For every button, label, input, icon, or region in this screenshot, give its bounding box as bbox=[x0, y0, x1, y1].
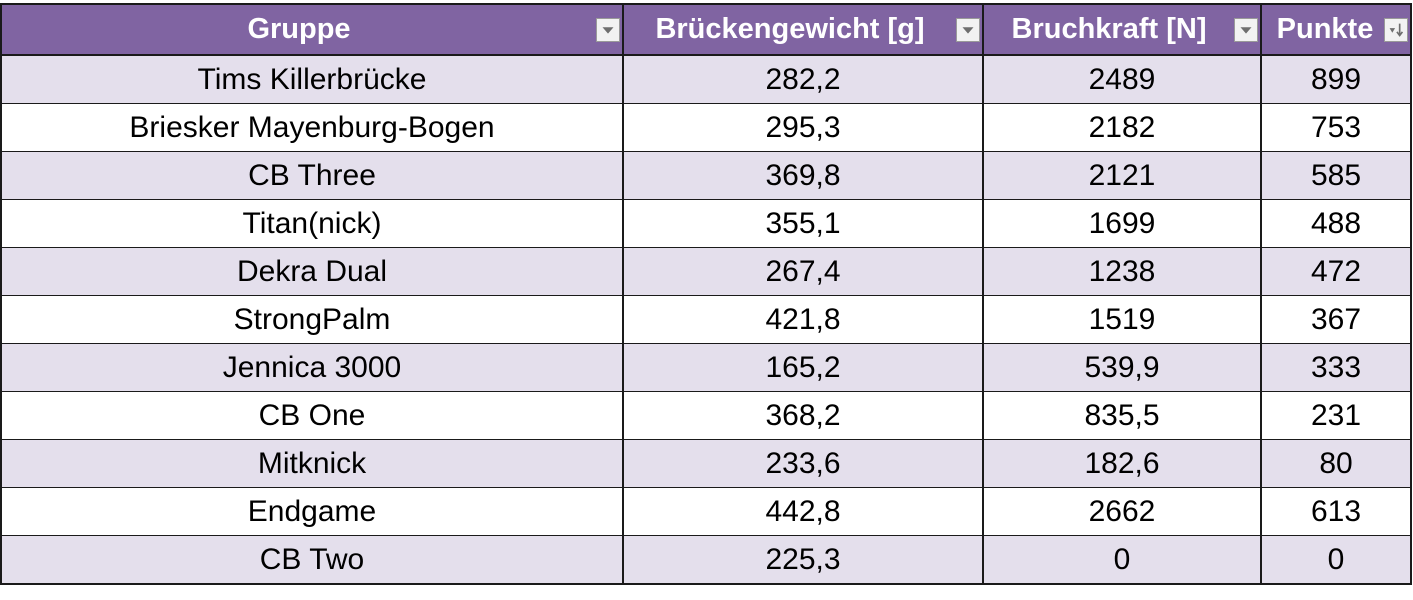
table-row: Titan(nick) 355,1 1699 488 bbox=[0, 199, 1412, 248]
cell-gewicht[interactable]: 165,2 bbox=[622, 343, 984, 392]
cell-punkte[interactable]: 899 bbox=[1260, 55, 1412, 104]
cell-gruppe[interactable]: StrongPalm bbox=[0, 295, 624, 344]
cell-kraft[interactable]: 1519 bbox=[982, 295, 1262, 344]
cell-gewicht[interactable]: 369,8 bbox=[622, 151, 984, 200]
dropdown-arrow-icon[interactable] bbox=[596, 18, 620, 42]
cell-gewicht[interactable]: 368,2 bbox=[622, 391, 984, 440]
cell-gruppe[interactable]: Mitknick bbox=[0, 439, 624, 488]
header-brueckengewicht[interactable]: Brückengewicht [g] bbox=[622, 3, 984, 56]
cell-punkte[interactable]: 753 bbox=[1260, 103, 1412, 152]
cell-punkte[interactable]: 585 bbox=[1260, 151, 1412, 200]
cell-kraft[interactable]: 1699 bbox=[982, 199, 1262, 248]
header-brueckengewicht-label: Brückengewicht [g] bbox=[655, 13, 925, 45]
cell-kraft[interactable]: 2662 bbox=[982, 487, 1262, 536]
cell-punkte[interactable]: 333 bbox=[1260, 343, 1412, 392]
table-row: CB Two 225,3 0 0 bbox=[0, 535, 1412, 585]
sort-descending-icon[interactable] bbox=[1384, 18, 1408, 42]
cell-kraft[interactable]: 182,6 bbox=[982, 439, 1262, 488]
dropdown-arrow-icon[interactable] bbox=[1234, 18, 1258, 42]
table-row: Tims Killerbrücke 282,2 2489 899 bbox=[0, 55, 1412, 104]
header-punkte-label: Punkte bbox=[1276, 13, 1374, 45]
header-bruchkraft-label: Bruchkraft [N] bbox=[1011, 13, 1207, 45]
cell-punkte[interactable]: 613 bbox=[1260, 487, 1412, 536]
results-table: Gruppe Brückengewicht [g] Bruchkraft [N] bbox=[0, 3, 1412, 585]
cell-gruppe[interactable]: CB One bbox=[0, 391, 624, 440]
cell-punkte[interactable]: 231 bbox=[1260, 391, 1412, 440]
table-row: CB Three 369,8 2121 585 bbox=[0, 151, 1412, 200]
cell-gewicht[interactable]: 295,3 bbox=[622, 103, 984, 152]
cell-gruppe[interactable]: Dekra Dual bbox=[0, 247, 624, 296]
cell-gewicht[interactable]: 421,8 bbox=[622, 295, 984, 344]
header-punkte[interactable]: Punkte bbox=[1260, 3, 1412, 56]
cell-gewicht[interactable]: 225,3 bbox=[622, 535, 984, 585]
cell-gruppe[interactable]: Endgame bbox=[0, 487, 624, 536]
header-row: Gruppe Brückengewicht [g] Bruchkraft [N] bbox=[0, 3, 1412, 56]
spreadsheet-table-region: Gruppe Brückengewicht [g] Bruchkraft [N] bbox=[0, 3, 1412, 597]
cell-punkte[interactable]: 472 bbox=[1260, 247, 1412, 296]
header-bruchkraft[interactable]: Bruchkraft [N] bbox=[982, 3, 1262, 56]
cell-gewicht[interactable]: 267,4 bbox=[622, 247, 984, 296]
cell-gewicht[interactable]: 355,1 bbox=[622, 199, 984, 248]
table-row: CB One 368,2 835,5 231 bbox=[0, 391, 1412, 440]
table-row: Dekra Dual 267,4 1238 472 bbox=[0, 247, 1412, 296]
cell-kraft[interactable]: 2121 bbox=[982, 151, 1262, 200]
table-row: Mitknick 233,6 182,6 80 bbox=[0, 439, 1412, 488]
cell-gruppe[interactable]: CB Two bbox=[0, 535, 624, 585]
cell-punkte[interactable]: 367 bbox=[1260, 295, 1412, 344]
table-body: Tims Killerbrücke 282,2 2489 899 Briesker Ma… bbox=[0, 55, 1412, 585]
cell-punkte[interactable]: 488 bbox=[1260, 199, 1412, 248]
cell-punkte[interactable]: 80 bbox=[1260, 439, 1412, 488]
table-row: Jennica 3000 165,2 539,9 333 bbox=[0, 343, 1412, 392]
table-row: Endgame 442,8 2662 613 bbox=[0, 487, 1412, 536]
header-gruppe-label: Gruppe bbox=[247, 13, 351, 45]
cell-gruppe[interactable]: Tims Killerbrücke bbox=[0, 55, 624, 104]
cell-gruppe[interactable]: Briesker Mayenburg-Bogen bbox=[0, 103, 624, 152]
cell-kraft[interactable]: 835,5 bbox=[982, 391, 1262, 440]
cell-kraft[interactable]: 2489 bbox=[982, 55, 1262, 104]
cell-punkte[interactable]: 0 bbox=[1260, 535, 1412, 585]
cell-gewicht[interactable]: 282,2 bbox=[622, 55, 984, 104]
cell-kraft[interactable]: 2182 bbox=[982, 103, 1262, 152]
dropdown-arrow-icon[interactable] bbox=[956, 18, 980, 42]
cell-gewicht[interactable]: 233,6 bbox=[622, 439, 984, 488]
cell-gruppe[interactable]: CB Three bbox=[0, 151, 624, 200]
table-row: Briesker Mayenburg-Bogen 295,3 2182 753 bbox=[0, 103, 1412, 152]
cell-kraft[interactable]: 0 bbox=[982, 535, 1262, 585]
cell-gewicht[interactable]: 442,8 bbox=[622, 487, 984, 536]
cell-kraft[interactable]: 1238 bbox=[982, 247, 1262, 296]
cell-gruppe[interactable]: Titan(nick) bbox=[0, 199, 624, 248]
cell-gruppe[interactable]: Jennica 3000 bbox=[0, 343, 624, 392]
cell-kraft[interactable]: 539,9 bbox=[982, 343, 1262, 392]
header-gruppe[interactable]: Gruppe bbox=[0, 3, 624, 56]
table-row: StrongPalm 421,8 1519 367 bbox=[0, 295, 1412, 344]
